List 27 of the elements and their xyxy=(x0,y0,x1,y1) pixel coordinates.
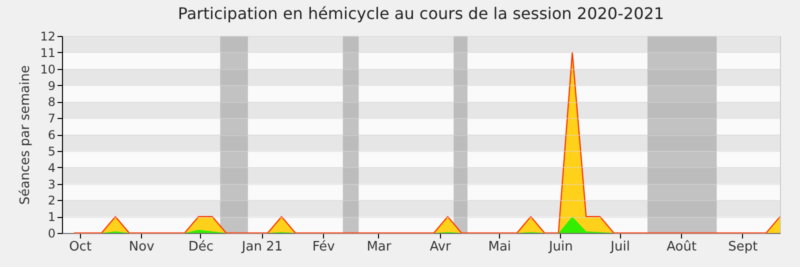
y-tick-label: 2 xyxy=(48,194,56,208)
y-tick-label: 6 xyxy=(48,128,56,142)
y-tick-label: 8 xyxy=(48,95,56,110)
x-tick-label: Jan 21 xyxy=(240,240,283,254)
y-axis-title: Séances par semaine xyxy=(18,65,34,205)
y-tick-label: 7 xyxy=(48,112,56,126)
x-tick-label: Mar xyxy=(366,240,392,254)
x-tick-label: Sept xyxy=(728,240,758,254)
y-tick-label: 10 xyxy=(40,62,56,76)
y-tick-label: 3 xyxy=(48,177,56,192)
x-tick-label: Oct xyxy=(69,240,92,254)
chart-title: Participation en hémicycle au cours de la session 2020-2021 xyxy=(178,4,664,23)
x-tick-label: Déc xyxy=(188,240,214,254)
y-tick-label: 1 xyxy=(48,210,56,224)
x-tick-label: Avr xyxy=(430,240,452,254)
x-tick-label: Août xyxy=(666,240,697,254)
x-tick-label: Mai xyxy=(488,240,512,254)
x-tick-label: Juil xyxy=(610,240,630,254)
y-tick-label: 0 xyxy=(48,226,56,240)
y-tick-label: 11 xyxy=(40,46,56,60)
x-tick-label: Juin xyxy=(548,240,573,254)
x-tick-label: Fév xyxy=(312,240,336,254)
x-tick-label: Nov xyxy=(128,240,155,254)
y-tick-label: 12 xyxy=(40,30,56,44)
y-tick-label: 9 xyxy=(48,78,56,93)
y-tick-label: 4 xyxy=(48,160,56,175)
y-tick-label: 5 xyxy=(48,144,56,158)
